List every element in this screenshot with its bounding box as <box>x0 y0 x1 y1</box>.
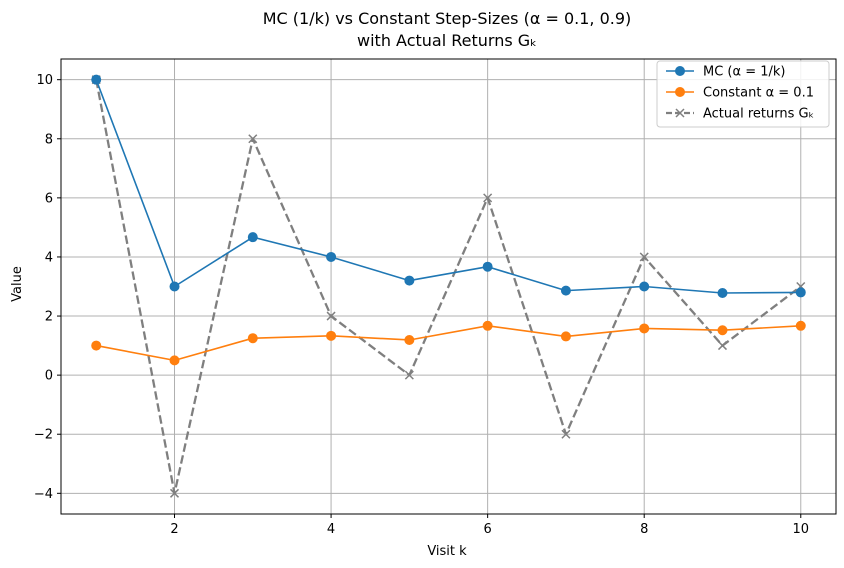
legend-entry-0: MC (α = 1/k) <box>666 65 785 80</box>
data-point <box>91 340 102 351</box>
data-point <box>326 251 337 262</box>
y-axis-label: Value <box>10 266 25 302</box>
data-point <box>326 311 336 321</box>
data-point <box>717 288 728 298</box>
y-tick-label: 10 <box>36 73 53 88</box>
legend-marker <box>675 66 685 76</box>
data-point <box>247 333 258 344</box>
data-point <box>404 334 415 345</box>
data-point <box>91 74 102 85</box>
data-point <box>404 370 414 380</box>
data-point <box>639 281 650 292</box>
data-point <box>717 325 728 336</box>
legend-marker <box>675 87 685 97</box>
data-point <box>404 275 415 286</box>
data-point <box>326 330 337 341</box>
data-point <box>795 320 806 331</box>
y-tick-label: −2 <box>34 428 53 443</box>
series-line <box>95 79 801 294</box>
legend-marker <box>675 108 685 118</box>
legend-entry-2: Actual returns Gₖ <box>666 107 814 122</box>
legend-label: Actual returns Gₖ <box>703 107 814 122</box>
chart-title-line2: with Actual Returns Gₖ <box>357 31 537 50</box>
x-axis-label: Visit k <box>427 544 467 559</box>
legend-label: Constant α = 0.1 <box>703 86 814 101</box>
data-point <box>717 341 728 351</box>
x-tick-label: 4 <box>327 522 335 537</box>
series-0 <box>91 74 806 298</box>
data-point <box>482 320 493 331</box>
data-point <box>795 287 806 298</box>
y-tick-label: 8 <box>45 132 53 147</box>
y-tick-label: 4 <box>45 250 53 265</box>
series-layer <box>91 74 806 498</box>
y-tick-label: 2 <box>45 310 53 325</box>
axes-layer: 2 4 6 8 10 −4 −2 0 2 4 6 8 10 <box>34 58 837 537</box>
data-point <box>482 261 493 272</box>
chart-title-line1: MC (1/k) vs Constant Step-Sizes (α = 0.1… <box>263 9 632 28</box>
data-point <box>169 281 180 292</box>
x-tick-label: 8 <box>640 522 648 537</box>
data-point <box>560 285 571 296</box>
x-tick-label: 2 <box>170 522 178 537</box>
legend-entry-1: Constant α = 0.1 <box>666 86 814 101</box>
x-tick-label: 6 <box>484 522 492 537</box>
data-point <box>560 331 571 342</box>
data-point <box>639 252 649 262</box>
data-point <box>639 323 650 334</box>
legend-label: MC (α = 1/k) <box>703 65 785 80</box>
y-tick-label: 6 <box>45 191 53 206</box>
data-point <box>248 134 258 144</box>
data-point <box>169 355 180 366</box>
series-line <box>95 79 802 495</box>
y-tick-label: −4 <box>34 487 53 502</box>
series-line <box>96 324 801 362</box>
series-1 <box>91 320 806 366</box>
legend-box <box>656 60 830 128</box>
x-tick-label: 10 <box>792 522 809 537</box>
data-point <box>561 429 571 439</box>
data-point <box>483 193 493 203</box>
plot-frame <box>60 58 837 515</box>
legend: MC (α = 1/k) Constant α = 0.1 Actual retur… <box>656 60 830 128</box>
data-point <box>247 232 258 243</box>
y-tick-label: 0 <box>45 369 53 384</box>
data-point <box>169 488 180 498</box>
grid-layer <box>61 59 836 514</box>
